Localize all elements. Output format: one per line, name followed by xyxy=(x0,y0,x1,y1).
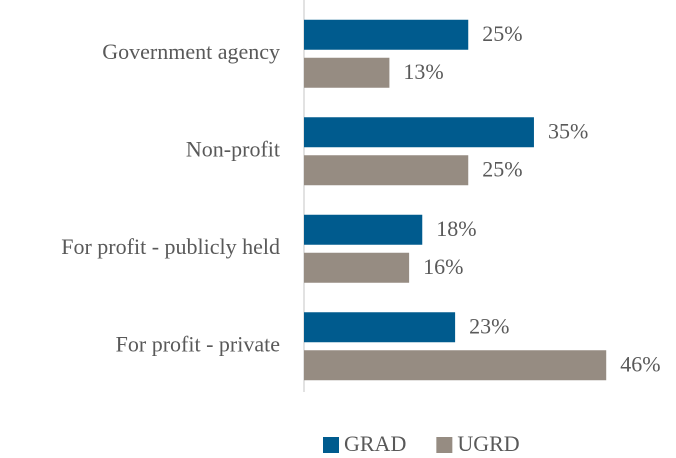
bar xyxy=(304,155,469,186)
bar xyxy=(304,57,390,88)
category-label: For profit - private xyxy=(116,331,280,356)
value-label: 25% xyxy=(482,156,522,181)
legend-label: UGRD xyxy=(457,431,519,456)
category-label: Government agency xyxy=(102,39,280,64)
value-label: 16% xyxy=(423,254,463,279)
value-label: 25% xyxy=(482,21,522,46)
value-label: 23% xyxy=(469,313,509,338)
legend-swatch xyxy=(323,437,339,453)
category-label: Non-profit xyxy=(186,136,280,161)
value-label: 46% xyxy=(620,351,660,376)
bar xyxy=(304,350,607,381)
bar xyxy=(304,117,534,148)
category-label: For profit - publicly held xyxy=(61,234,280,259)
bar xyxy=(304,214,423,245)
value-label: 13% xyxy=(403,59,443,84)
value-label: 18% xyxy=(436,216,476,241)
bar xyxy=(304,19,469,50)
legend-swatch xyxy=(436,437,453,453)
legend-label: GRAD xyxy=(344,431,406,456)
bar xyxy=(304,312,456,343)
value-label: 35% xyxy=(548,118,588,143)
bar xyxy=(304,252,410,283)
